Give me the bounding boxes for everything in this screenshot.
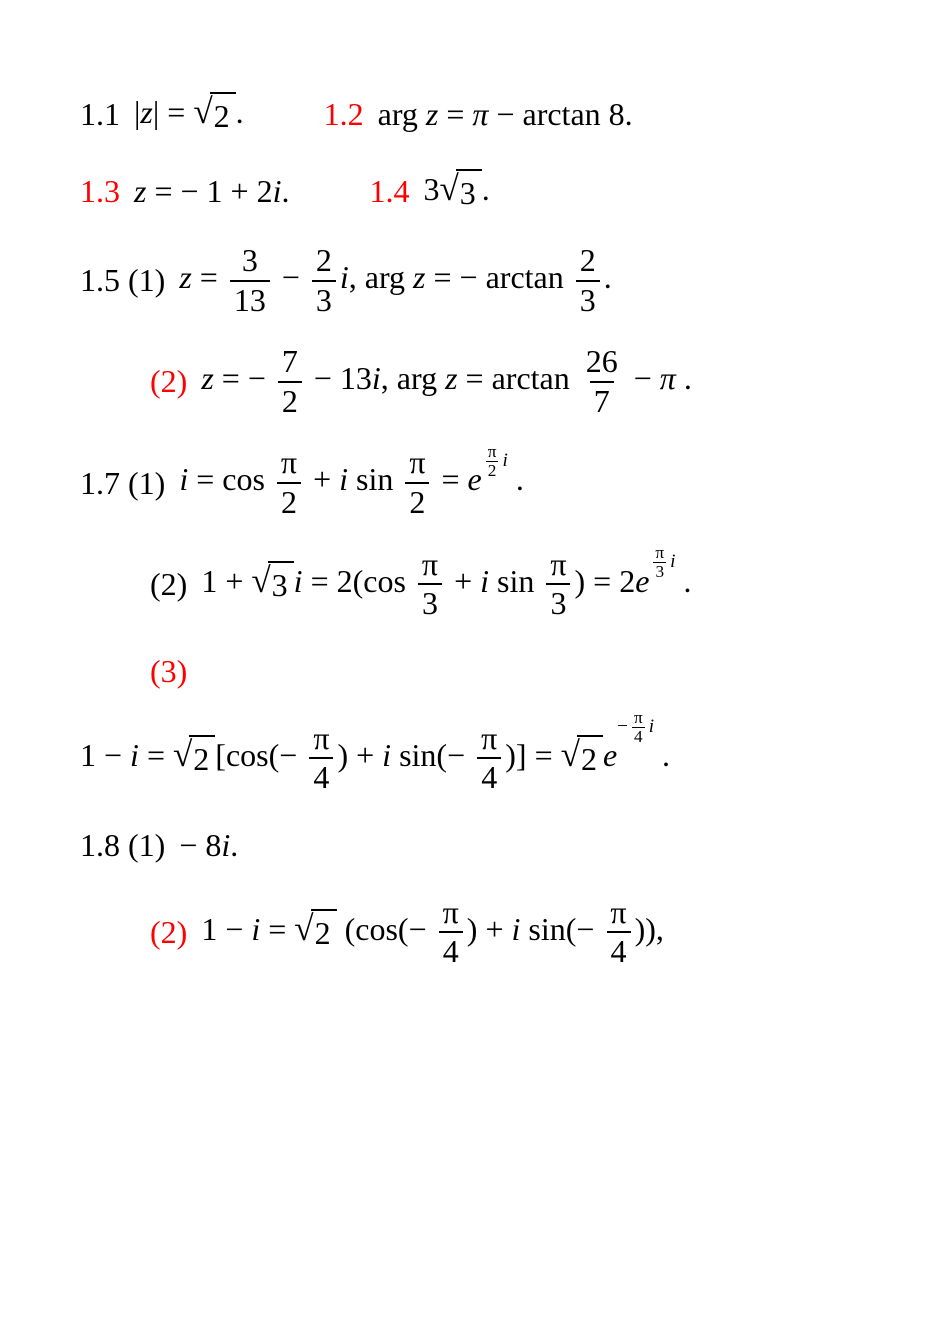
math-expression: 1 − i = √2[cos(− π4) + i sin(− π4)] = √2… — [80, 722, 670, 795]
math-expression: z = 313 − 23i, arg z = − arctan 23. — [179, 244, 611, 317]
math-expression: 1 + √3i = 2(cos π3 + i sin π3) = 2eπ3i . — [201, 548, 691, 621]
math-item: 1.8 (1) − 8i. — [80, 823, 238, 868]
math-expression: − 8i. — [179, 823, 238, 868]
item-label: 1.1 — [80, 92, 120, 137]
item-label: 1.2 — [324, 92, 364, 137]
math-row: 1.7 (1) i = cos π2 + i sin π2 = eπ2i . — [80, 446, 865, 519]
item-label: 1.3 — [80, 169, 120, 214]
math-item: 1 − i = √2[cos(− π4) + i sin(− π4)] = √2… — [80, 722, 670, 795]
item-label: (2) — [150, 359, 187, 404]
math-item: 1.4 3√3. — [369, 167, 489, 216]
math-expression: 3√3. — [423, 167, 489, 216]
math-document: 1.1 |z| = √2. 1.2 arg z = π − arctan 8. 1.3 z… — [80, 90, 865, 969]
item-label: (2) — [150, 562, 187, 607]
math-row: (2) 1 + √3i = 2(cos π3 + i sin π3) = 2eπ3… — [150, 548, 865, 621]
math-item: (3) — [150, 649, 201, 694]
math-expression: z = − 1 + 2i. — [134, 169, 289, 214]
math-row: 1 − i = √2[cos(− π4) + i sin(− π4)] = √2… — [80, 722, 865, 795]
math-expression: i = cos π2 + i sin π2 = eπ2i . — [179, 446, 524, 519]
item-label: (3) — [150, 649, 187, 694]
math-row: (2) z = − 72 − 13i, arg z = arctan 267 − … — [150, 345, 865, 418]
math-row: 1.8 (1) − 8i. — [80, 823, 865, 868]
item-label: 1.4 — [369, 169, 409, 214]
item-label: 1.5 (1) — [80, 258, 165, 303]
math-item: 1.3 z = − 1 + 2i. — [80, 169, 289, 214]
math-row: 1.3 z = − 1 + 2i. 1.4 3√3. — [80, 167, 865, 216]
math-item: (2) 1 + √3i = 2(cos π3 + i sin π3) = 2eπ3… — [150, 548, 691, 621]
math-row: 1.5 (1) z = 313 − 23i, arg z = − arctan 2… — [80, 244, 865, 317]
math-row: 1.1 |z| = √2. 1.2 arg z = π − arctan 8. — [80, 90, 865, 139]
math-item: (2) 1 − i = √2 (cos(− π4) + i sin(− π4)), — [150, 896, 664, 969]
math-item: (2) z = − 72 − 13i, arg z = arctan 267 − … — [150, 345, 692, 418]
math-item: 1.5 (1) z = 313 − 23i, arg z = − arctan 2… — [80, 244, 612, 317]
math-expression: arg z = π − arctan 8. — [378, 92, 633, 137]
math-expression: z = − 72 − 13i, arg z = arctan 267 − π . — [201, 345, 692, 418]
item-label: 1.7 (1) — [80, 461, 165, 506]
math-item: 1.1 |z| = √2. — [80, 90, 244, 139]
item-label: 1.8 (1) — [80, 823, 165, 868]
math-row: (3) — [150, 649, 865, 694]
item-label: (2) — [150, 910, 187, 955]
math-row: (2) 1 − i = √2 (cos(− π4) + i sin(− π4)), — [150, 896, 865, 969]
math-expression: |z| = √2. — [134, 90, 244, 139]
math-item: 1.2 arg z = π − arctan 8. — [324, 92, 633, 137]
math-expression: 1 − i = √2 (cos(− π4) + i sin(− π4)), — [201, 896, 664, 969]
math-item: 1.7 (1) i = cos π2 + i sin π2 = eπ2i . — [80, 446, 524, 519]
